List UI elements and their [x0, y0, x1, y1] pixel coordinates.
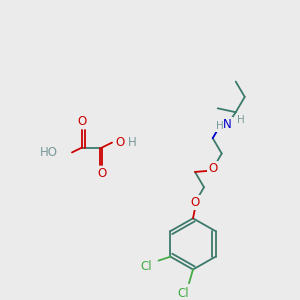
Text: Cl: Cl	[177, 286, 189, 300]
Text: H: H	[128, 136, 137, 149]
Text: O: O	[116, 136, 124, 149]
Text: O: O	[98, 167, 106, 180]
Text: H: H	[237, 115, 244, 125]
Text: O: O	[77, 116, 87, 128]
Text: Cl: Cl	[141, 260, 152, 273]
Text: HO: HO	[40, 146, 58, 159]
Text: H: H	[216, 121, 224, 131]
Text: N: N	[224, 118, 232, 130]
Text: O: O	[190, 196, 200, 209]
Text: O: O	[208, 162, 218, 176]
